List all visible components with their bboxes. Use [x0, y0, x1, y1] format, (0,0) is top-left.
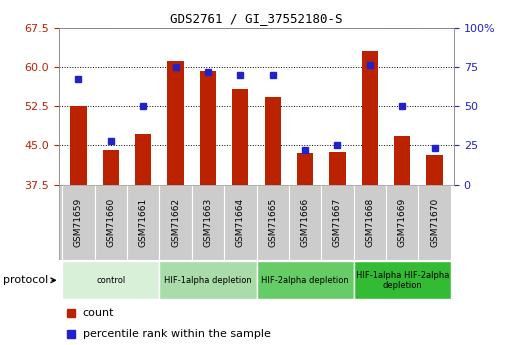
- Bar: [362, 51, 378, 185]
- FancyBboxPatch shape: [62, 261, 160, 299]
- Text: GSM71670: GSM71670: [430, 198, 439, 247]
- Bar: [70, 106, 87, 185]
- Bar: [232, 89, 248, 185]
- Text: protocol: protocol: [4, 275, 49, 285]
- Text: GSM71667: GSM71667: [333, 198, 342, 247]
- Bar: [200, 70, 216, 185]
- Text: GSM71660: GSM71660: [106, 198, 115, 247]
- FancyBboxPatch shape: [59, 185, 447, 260]
- FancyBboxPatch shape: [62, 185, 94, 260]
- FancyBboxPatch shape: [94, 185, 127, 260]
- FancyBboxPatch shape: [353, 185, 386, 260]
- Text: control: control: [96, 276, 125, 285]
- Bar: [167, 61, 184, 185]
- Text: GSM71664: GSM71664: [236, 198, 245, 247]
- FancyBboxPatch shape: [256, 185, 289, 260]
- Text: GSM71661: GSM71661: [139, 198, 148, 247]
- FancyBboxPatch shape: [321, 185, 353, 260]
- FancyBboxPatch shape: [353, 261, 451, 299]
- Text: HIF-2alpha depletion: HIF-2alpha depletion: [261, 276, 349, 285]
- FancyBboxPatch shape: [127, 185, 160, 260]
- Text: GSM71662: GSM71662: [171, 198, 180, 247]
- Text: GSM71659: GSM71659: [74, 198, 83, 247]
- Bar: [426, 155, 443, 185]
- FancyBboxPatch shape: [419, 185, 451, 260]
- FancyBboxPatch shape: [256, 261, 353, 299]
- Text: GDS2761 / GI_37552180-S: GDS2761 / GI_37552180-S: [170, 12, 343, 25]
- FancyBboxPatch shape: [160, 261, 256, 299]
- FancyBboxPatch shape: [289, 185, 321, 260]
- Text: GSM71668: GSM71668: [365, 198, 374, 247]
- FancyBboxPatch shape: [160, 185, 192, 260]
- Text: GSM71665: GSM71665: [268, 198, 277, 247]
- Text: HIF-1alpha depletion: HIF-1alpha depletion: [164, 276, 252, 285]
- Bar: [103, 149, 119, 185]
- Text: GSM71666: GSM71666: [301, 198, 309, 247]
- FancyBboxPatch shape: [386, 185, 419, 260]
- Bar: [297, 153, 313, 185]
- Text: GSM71669: GSM71669: [398, 198, 407, 247]
- FancyBboxPatch shape: [192, 185, 224, 260]
- FancyBboxPatch shape: [224, 185, 256, 260]
- Text: HIF-1alpha HIF-2alpha
depletion: HIF-1alpha HIF-2alpha depletion: [356, 270, 449, 290]
- Text: count: count: [83, 308, 114, 318]
- Bar: [265, 97, 281, 185]
- Bar: [329, 152, 346, 185]
- Bar: [394, 136, 410, 185]
- Text: GSM71663: GSM71663: [204, 198, 212, 247]
- Text: percentile rank within the sample: percentile rank within the sample: [83, 329, 270, 339]
- Bar: [135, 134, 151, 185]
